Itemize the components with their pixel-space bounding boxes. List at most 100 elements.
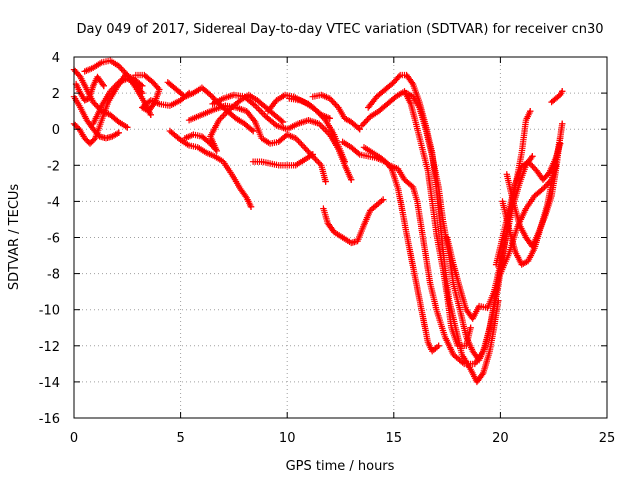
data-point bbox=[541, 184, 548, 191]
data-point bbox=[117, 64, 124, 71]
data-point bbox=[207, 91, 214, 99]
data-point bbox=[529, 163, 536, 170]
data-point bbox=[312, 106, 319, 114]
data-point bbox=[322, 178, 329, 185]
data-point bbox=[395, 73, 403, 80]
x-axis-title: GPS time / hours bbox=[286, 459, 395, 474]
data-point bbox=[138, 88, 145, 95]
data-point bbox=[321, 115, 328, 122]
y-tick-label: -6 bbox=[47, 232, 60, 247]
y-tick-label: 0 bbox=[52, 123, 60, 138]
data-point bbox=[298, 141, 305, 148]
data-point bbox=[108, 86, 115, 93]
data-point bbox=[100, 82, 107, 90]
y-tick-label: -4 bbox=[47, 195, 60, 210]
data-point bbox=[348, 176, 355, 183]
data-point bbox=[322, 126, 329, 134]
chart-title: Day 049 of 2017, Sidereal Day-to-day VTE… bbox=[76, 22, 603, 37]
data-point bbox=[121, 68, 128, 76]
data-point bbox=[530, 164, 537, 171]
data-point bbox=[75, 72, 83, 79]
data-point bbox=[109, 85, 117, 92]
data-point bbox=[552, 162, 559, 169]
series-track-16 bbox=[320, 196, 387, 247]
y-tick-label: -8 bbox=[47, 268, 60, 283]
data-point bbox=[435, 342, 442, 349]
data-point bbox=[217, 115, 224, 122]
data-point bbox=[81, 97, 88, 104]
data-point bbox=[328, 96, 335, 104]
data-point bbox=[524, 158, 532, 165]
data-point bbox=[124, 124, 131, 131]
data-point bbox=[256, 107, 263, 114]
data-point bbox=[242, 193, 249, 200]
data-point bbox=[315, 159, 322, 166]
data-point bbox=[319, 114, 326, 121]
data-point bbox=[208, 93, 216, 100]
series-track-26 bbox=[497, 162, 559, 277]
data-point bbox=[360, 120, 367, 128]
data-point bbox=[318, 112, 325, 119]
y-tick-label: -2 bbox=[47, 159, 60, 174]
data-point bbox=[479, 371, 486, 378]
data-point bbox=[147, 111, 154, 118]
data-point bbox=[546, 178, 554, 185]
data-point bbox=[408, 79, 416, 86]
y-tick-label: -14 bbox=[39, 376, 60, 391]
series-track-27 bbox=[548, 88, 566, 106]
data-point bbox=[107, 88, 114, 95]
data-point bbox=[355, 124, 362, 132]
data-point bbox=[341, 158, 348, 165]
series-track-7 bbox=[164, 79, 257, 135]
series-track-14 bbox=[286, 95, 348, 165]
data-point bbox=[528, 154, 535, 161]
data-point bbox=[539, 185, 547, 192]
data-point bbox=[526, 160, 533, 167]
data-point bbox=[295, 138, 302, 145]
data-point bbox=[309, 151, 316, 158]
data-point bbox=[278, 117, 285, 124]
data-point bbox=[111, 83, 118, 90]
y-tick-label: -12 bbox=[39, 340, 60, 355]
data-points bbox=[70, 57, 566, 386]
data-point bbox=[118, 65, 125, 73]
y-tick-label: 4 bbox=[52, 51, 60, 66]
x-tick-label: 20 bbox=[492, 431, 509, 446]
data-point bbox=[303, 147, 311, 154]
data-point bbox=[119, 67, 127, 74]
data-point bbox=[247, 203, 255, 210]
data-point bbox=[92, 101, 100, 109]
data-point bbox=[312, 156, 319, 163]
data-point bbox=[313, 108, 321, 115]
data-point bbox=[90, 136, 98, 143]
x-tick-label: 25 bbox=[599, 431, 616, 446]
data-point bbox=[250, 101, 257, 108]
y-tick-label: -16 bbox=[39, 412, 60, 427]
data-point bbox=[90, 98, 97, 106]
series-track-8 bbox=[166, 127, 255, 210]
data-point bbox=[210, 94, 217, 102]
data-point bbox=[249, 127, 257, 135]
tick-labels: 0 5 10 15 20 25 -16 -14 -12 -10 -8 -6 -4 -2 0 2 4 bbox=[39, 51, 616, 446]
data-point bbox=[361, 119, 368, 126]
data-point bbox=[139, 89, 146, 97]
data-point bbox=[316, 160, 324, 167]
data-point bbox=[91, 100, 98, 107]
data-point bbox=[529, 153, 536, 160]
data-point bbox=[315, 109, 322, 116]
series-track-12 bbox=[249, 151, 316, 169]
data-point bbox=[559, 88, 566, 95]
data-point bbox=[223, 109, 230, 116]
data-point bbox=[319, 123, 326, 131]
data-point bbox=[279, 118, 287, 126]
data-point bbox=[271, 121, 279, 128]
y-tick-label: -10 bbox=[39, 304, 60, 319]
x-tick-label: 5 bbox=[176, 431, 184, 446]
data-point bbox=[248, 126, 255, 133]
y-axis-title: SDTVAR / TECUs bbox=[7, 184, 22, 291]
data-point bbox=[527, 108, 534, 115]
data-point bbox=[556, 135, 564, 142]
data-point bbox=[296, 139, 304, 146]
